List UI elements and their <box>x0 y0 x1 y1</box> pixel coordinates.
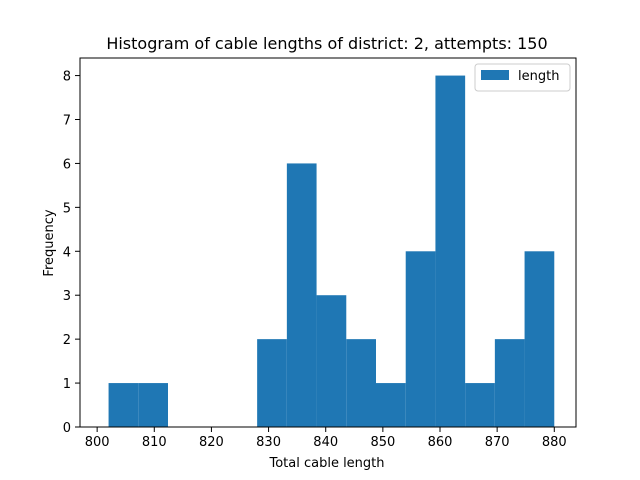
x-tick-label: 870 <box>485 435 510 450</box>
bars-group <box>108 75 555 427</box>
x-tick-label: 860 <box>428 435 453 450</box>
legend-label: length <box>518 69 559 84</box>
histogram-bar <box>108 383 139 427</box>
y-tick-label: 2 <box>63 333 71 348</box>
histogram-bar <box>405 251 436 427</box>
y-tick-label: 1 <box>63 377 71 392</box>
y-tick-label: 8 <box>63 70 71 85</box>
histogram-bar <box>435 75 466 427</box>
histogram-bar <box>316 295 347 427</box>
histogram-bar <box>494 339 525 427</box>
histogram-bar <box>138 383 168 427</box>
legend-swatch <box>481 70 509 80</box>
histogram-bar <box>524 251 555 427</box>
x-tick-label: 840 <box>313 435 338 450</box>
y-tick-label: 4 <box>63 245 71 260</box>
histogram-bar <box>346 339 376 427</box>
histogram-bar <box>376 383 406 427</box>
x-axis-label: Total cable length <box>268 456 384 471</box>
plot-frame <box>79 57 577 428</box>
x-tick-label: 880 <box>542 435 567 450</box>
legend: length <box>474 63 571 92</box>
x-tick-label: 830 <box>256 435 281 450</box>
x-tick-label: 800 <box>85 435 110 450</box>
x-tick-label: 810 <box>142 435 167 450</box>
y-tick-label: 7 <box>63 114 71 129</box>
chart-title: Histogram of cable lengths of district: … <box>106 34 547 53</box>
x-axis: 800 810 820 830 840 850 860 870 880 <box>85 427 567 450</box>
y-tick-label: 0 <box>63 421 71 436</box>
histogram-bar <box>257 339 287 427</box>
histogram-bar <box>465 383 495 427</box>
y-tick-label: 6 <box>63 157 71 172</box>
y-axis: 0 1 2 3 4 5 6 7 8 <box>63 70 80 436</box>
y-axis-label: Frequency <box>42 209 57 276</box>
x-tick-label: 820 <box>199 435 224 450</box>
y-tick-label: 5 <box>63 201 71 216</box>
x-tick-label: 850 <box>370 435 395 450</box>
histogram-bar <box>286 163 317 427</box>
y-tick-label: 3 <box>63 289 71 304</box>
